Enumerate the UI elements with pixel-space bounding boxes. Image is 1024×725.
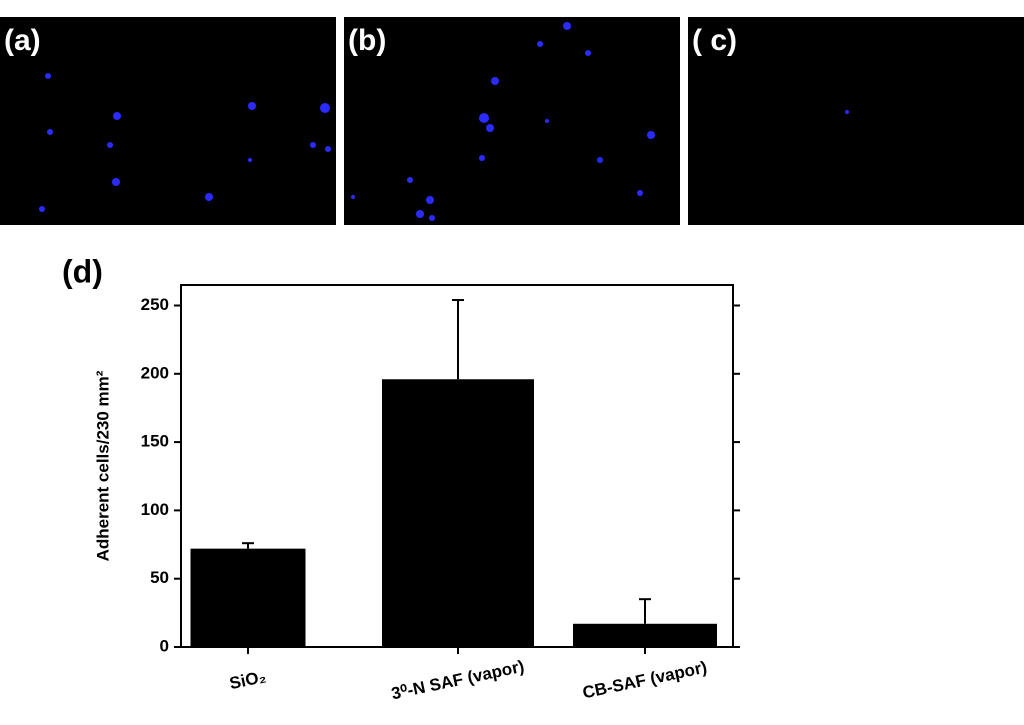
bar — [382, 379, 534, 647]
bar — [190, 548, 306, 647]
y-tick-label: 200 — [141, 363, 169, 382]
micrograph-b — [344, 17, 680, 225]
y-tick-label: 250 — [141, 295, 169, 314]
panel-label: (b) — [348, 24, 386, 57]
y-tick-label: 50 — [150, 568, 169, 587]
y-tick-label: 100 — [141, 500, 169, 519]
bar — [573, 623, 717, 647]
panel-label: (d) — [62, 253, 103, 289]
micrograph-c — [688, 17, 1024, 225]
panel-label: (a) — [4, 24, 41, 57]
y-tick-label: 150 — [141, 432, 169, 451]
cell-dots — [39, 22, 849, 221]
y-tick-label: 0 — [160, 636, 169, 655]
y-axis-label: Adherent cells/230 mm² — [93, 370, 112, 561]
plot-frame — [180, 284, 734, 648]
micrograph-a — [0, 17, 336, 225]
panel-label: ( c) — [692, 24, 737, 57]
